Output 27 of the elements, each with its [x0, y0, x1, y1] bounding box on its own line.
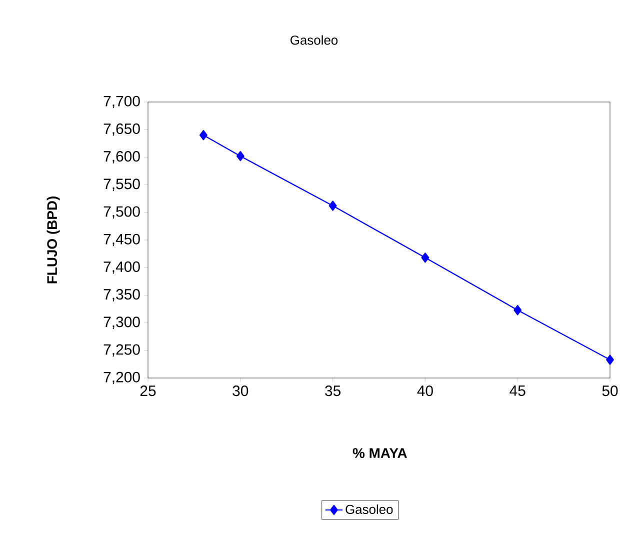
- y-tick-label: 7,400: [104, 261, 140, 274]
- x-axis-title: % MAYA: [352, 448, 407, 458]
- chart-title: Gasoleo: [290, 35, 338, 45]
- y-tick-label: 7,650: [104, 123, 140, 136]
- point: [328, 200, 337, 211]
- x-tick-label: 45: [510, 386, 526, 396]
- y-tick-label: 7,550: [104, 178, 140, 191]
- legend-label: Gasoleo: [346, 504, 393, 514]
- y-tick-label: 7,200: [104, 372, 140, 384]
- point: [236, 151, 244, 162]
- y-tick-label: 7,500: [104, 206, 140, 219]
- x-tick-label: 30: [232, 386, 248, 396]
- y-tick-label: 7,700: [104, 96, 140, 108]
- y-tick-label: 7,250: [104, 344, 140, 357]
- x-tick-label: 35: [325, 386, 340, 396]
- y-tick-label: 7,350: [104, 289, 140, 302]
- x-tick-label: 50: [602, 386, 618, 396]
- x-tick-label: 40: [417, 386, 433, 396]
- point: [421, 252, 430, 263]
- y-tick-label: 7,450: [104, 234, 140, 246]
- point: [606, 354, 614, 365]
- point: [199, 130, 208, 140]
- point: [514, 305, 522, 316]
- y-axis-title: FLUJO (BPD): [46, 196, 60, 284]
- y-tick-label: 7,600: [104, 151, 140, 164]
- y-tick-label: 7,300: [104, 316, 140, 329]
- x-tick-label: 25: [140, 386, 156, 396]
